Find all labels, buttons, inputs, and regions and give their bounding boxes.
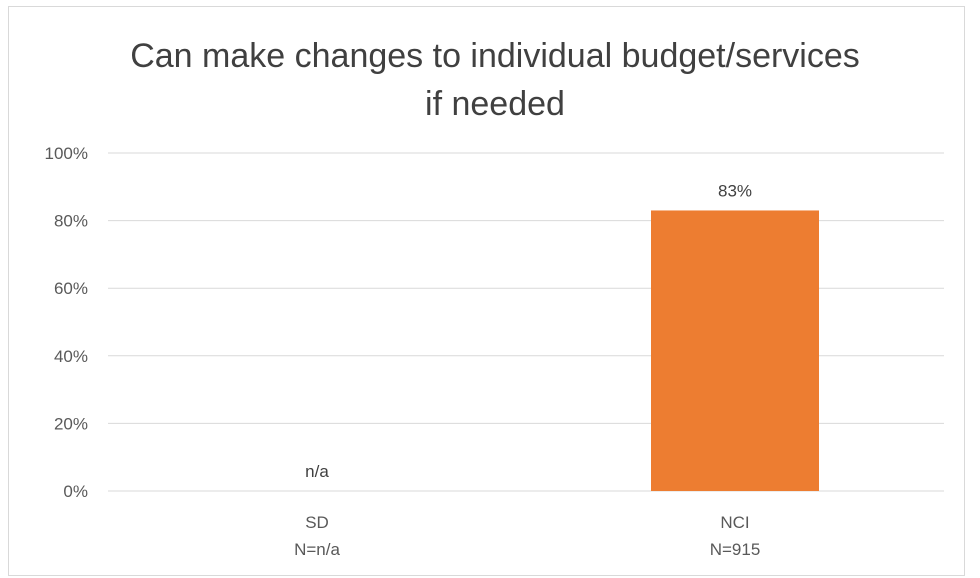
chart-title: Can make changes to individual budget/se… <box>0 32 980 128</box>
data-label: n/a <box>305 462 329 481</box>
x-category-sublabel: N=n/a <box>294 540 340 559</box>
chart-title-line-2: if needed <box>425 85 565 123</box>
y-tick-label: 40% <box>54 347 88 366</box>
y-tick-label: 20% <box>54 414 88 433</box>
x-category-label: NCI <box>720 513 749 532</box>
data-label: 83% <box>718 181 752 200</box>
y-tick-label: 100% <box>45 144 88 163</box>
y-tick-label: 60% <box>54 279 88 298</box>
x-category-sublabel: N=915 <box>710 540 761 559</box>
chart-title-line-1: Can make changes to individual budget/se… <box>130 37 860 75</box>
bar-nci <box>651 210 819 491</box>
y-tick-label: 80% <box>54 212 88 231</box>
x-category-label: SD <box>305 513 329 532</box>
y-tick-label: 0% <box>63 482 88 501</box>
